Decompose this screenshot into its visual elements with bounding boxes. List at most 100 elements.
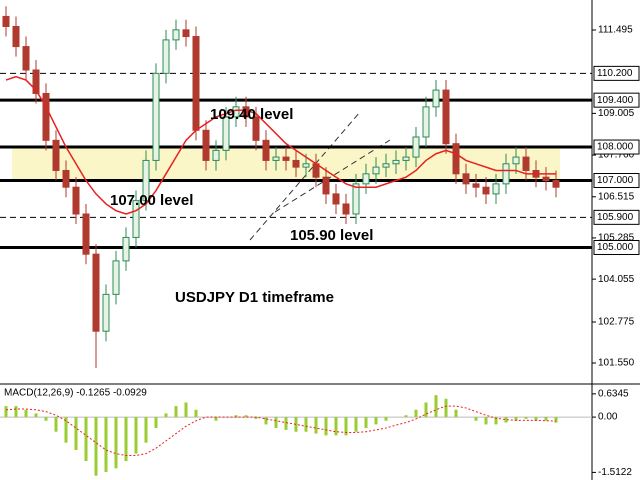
candle-body [332, 193, 340, 205]
macd-bar [504, 417, 508, 423]
candle-body [362, 173, 370, 185]
candle-body [472, 183, 480, 188]
moving-average [5, 75, 556, 215]
macd-bar [294, 417, 298, 432]
macd-bar [524, 417, 528, 419]
macd-bar [384, 417, 388, 421]
macd-tick-label: -1.5122 [598, 467, 632, 478]
annotation: 105.90 level [290, 227, 373, 244]
y-tick-label: 109.005 [598, 108, 635, 119]
candle-body [172, 29, 180, 41]
macd-bar [44, 417, 48, 421]
macd-bar [174, 406, 178, 418]
macd-bar [74, 417, 78, 451]
candle-body [12, 25, 20, 48]
candle-body [342, 203, 350, 215]
candle-body [182, 29, 190, 38]
candle-body [162, 39, 170, 74]
candle-body [102, 293, 110, 332]
macd-bar [424, 402, 428, 418]
macd-bar [214, 417, 218, 421]
level-label-box [593, 173, 640, 189]
candle-body [202, 129, 210, 161]
candle-body [392, 159, 400, 165]
candle-body [272, 156, 280, 161]
candle-body [522, 156, 530, 171]
macd-bar [94, 417, 98, 476]
macd-bar [364, 417, 368, 429]
candle-body [502, 163, 510, 185]
macd-bar [474, 417, 478, 421]
candle-body [372, 166, 380, 175]
macd-tick-label: 0.6345 [598, 389, 629, 400]
macd-bar [324, 417, 328, 436]
y-tick-label: 106.515 [598, 191, 635, 202]
macd-bar [484, 417, 488, 425]
macd-bar [534, 417, 538, 421]
candle-body [432, 89, 440, 108]
candle-body [112, 260, 120, 295]
candle-body [512, 156, 520, 165]
candle-body [22, 46, 30, 71]
macd-bar [104, 417, 108, 472]
candle-body [402, 156, 410, 161]
level-label: 108.000 [597, 142, 634, 153]
macd-bar [184, 402, 188, 418]
macd-bar [314, 417, 318, 434]
macd-bar [4, 406, 8, 418]
candle-body [2, 15, 10, 27]
y-tick-label: 102.775 [598, 317, 635, 328]
macd-bar [164, 413, 168, 418]
candle-body [72, 186, 80, 215]
candle-body [62, 169, 70, 188]
level-label: 105.000 [597, 242, 634, 253]
macd-bar [274, 417, 278, 429]
candle-body [302, 163, 310, 168]
candle-body [382, 163, 390, 168]
candle-body [492, 183, 500, 195]
level-label: 105.900 [597, 212, 634, 223]
macd-bar [114, 417, 118, 469]
candle-body [152, 72, 160, 161]
level-label: 109.400 [597, 95, 634, 106]
candle-body [92, 253, 100, 332]
macd-bar [234, 415, 238, 418]
candle-body [252, 116, 260, 141]
y-tick-label: 104.055 [598, 274, 635, 285]
macd-bar [414, 409, 418, 418]
candle-body [542, 176, 550, 182]
candle-body [422, 106, 430, 138]
macd-bar [434, 395, 438, 418]
candle-body [212, 149, 220, 161]
macd-bar [124, 417, 128, 461]
macd-bar [554, 417, 558, 423]
candle-body [322, 176, 330, 195]
y-tick-label: 107.760 [598, 150, 635, 161]
candle-body [482, 186, 490, 195]
macd-bar [264, 417, 268, 425]
trend-line [249, 111, 361, 241]
macd-bar [374, 417, 378, 425]
candle-body [222, 116, 230, 151]
annotation: USDJPY D1 timeframe [175, 289, 334, 306]
level-label-box [593, 65, 640, 81]
macd-bar [254, 417, 258, 419]
candle-body [52, 139, 60, 171]
candle-body [42, 92, 50, 141]
annotation: 109.40 level [210, 106, 293, 123]
candle-body [132, 200, 140, 238]
level-label: 107.000 [597, 175, 634, 186]
macd-bar [494, 417, 498, 425]
macd-bar [154, 417, 158, 429]
candle-body [552, 180, 560, 188]
level-label-box [593, 92, 640, 108]
y-tick-label: 101.550 [598, 358, 635, 369]
macd-bar [284, 417, 288, 430]
macd-bar [404, 415, 408, 418]
macd-bar [54, 417, 58, 432]
candle-body [462, 173, 470, 185]
level-label-box [593, 139, 640, 155]
candle-body [292, 159, 300, 168]
